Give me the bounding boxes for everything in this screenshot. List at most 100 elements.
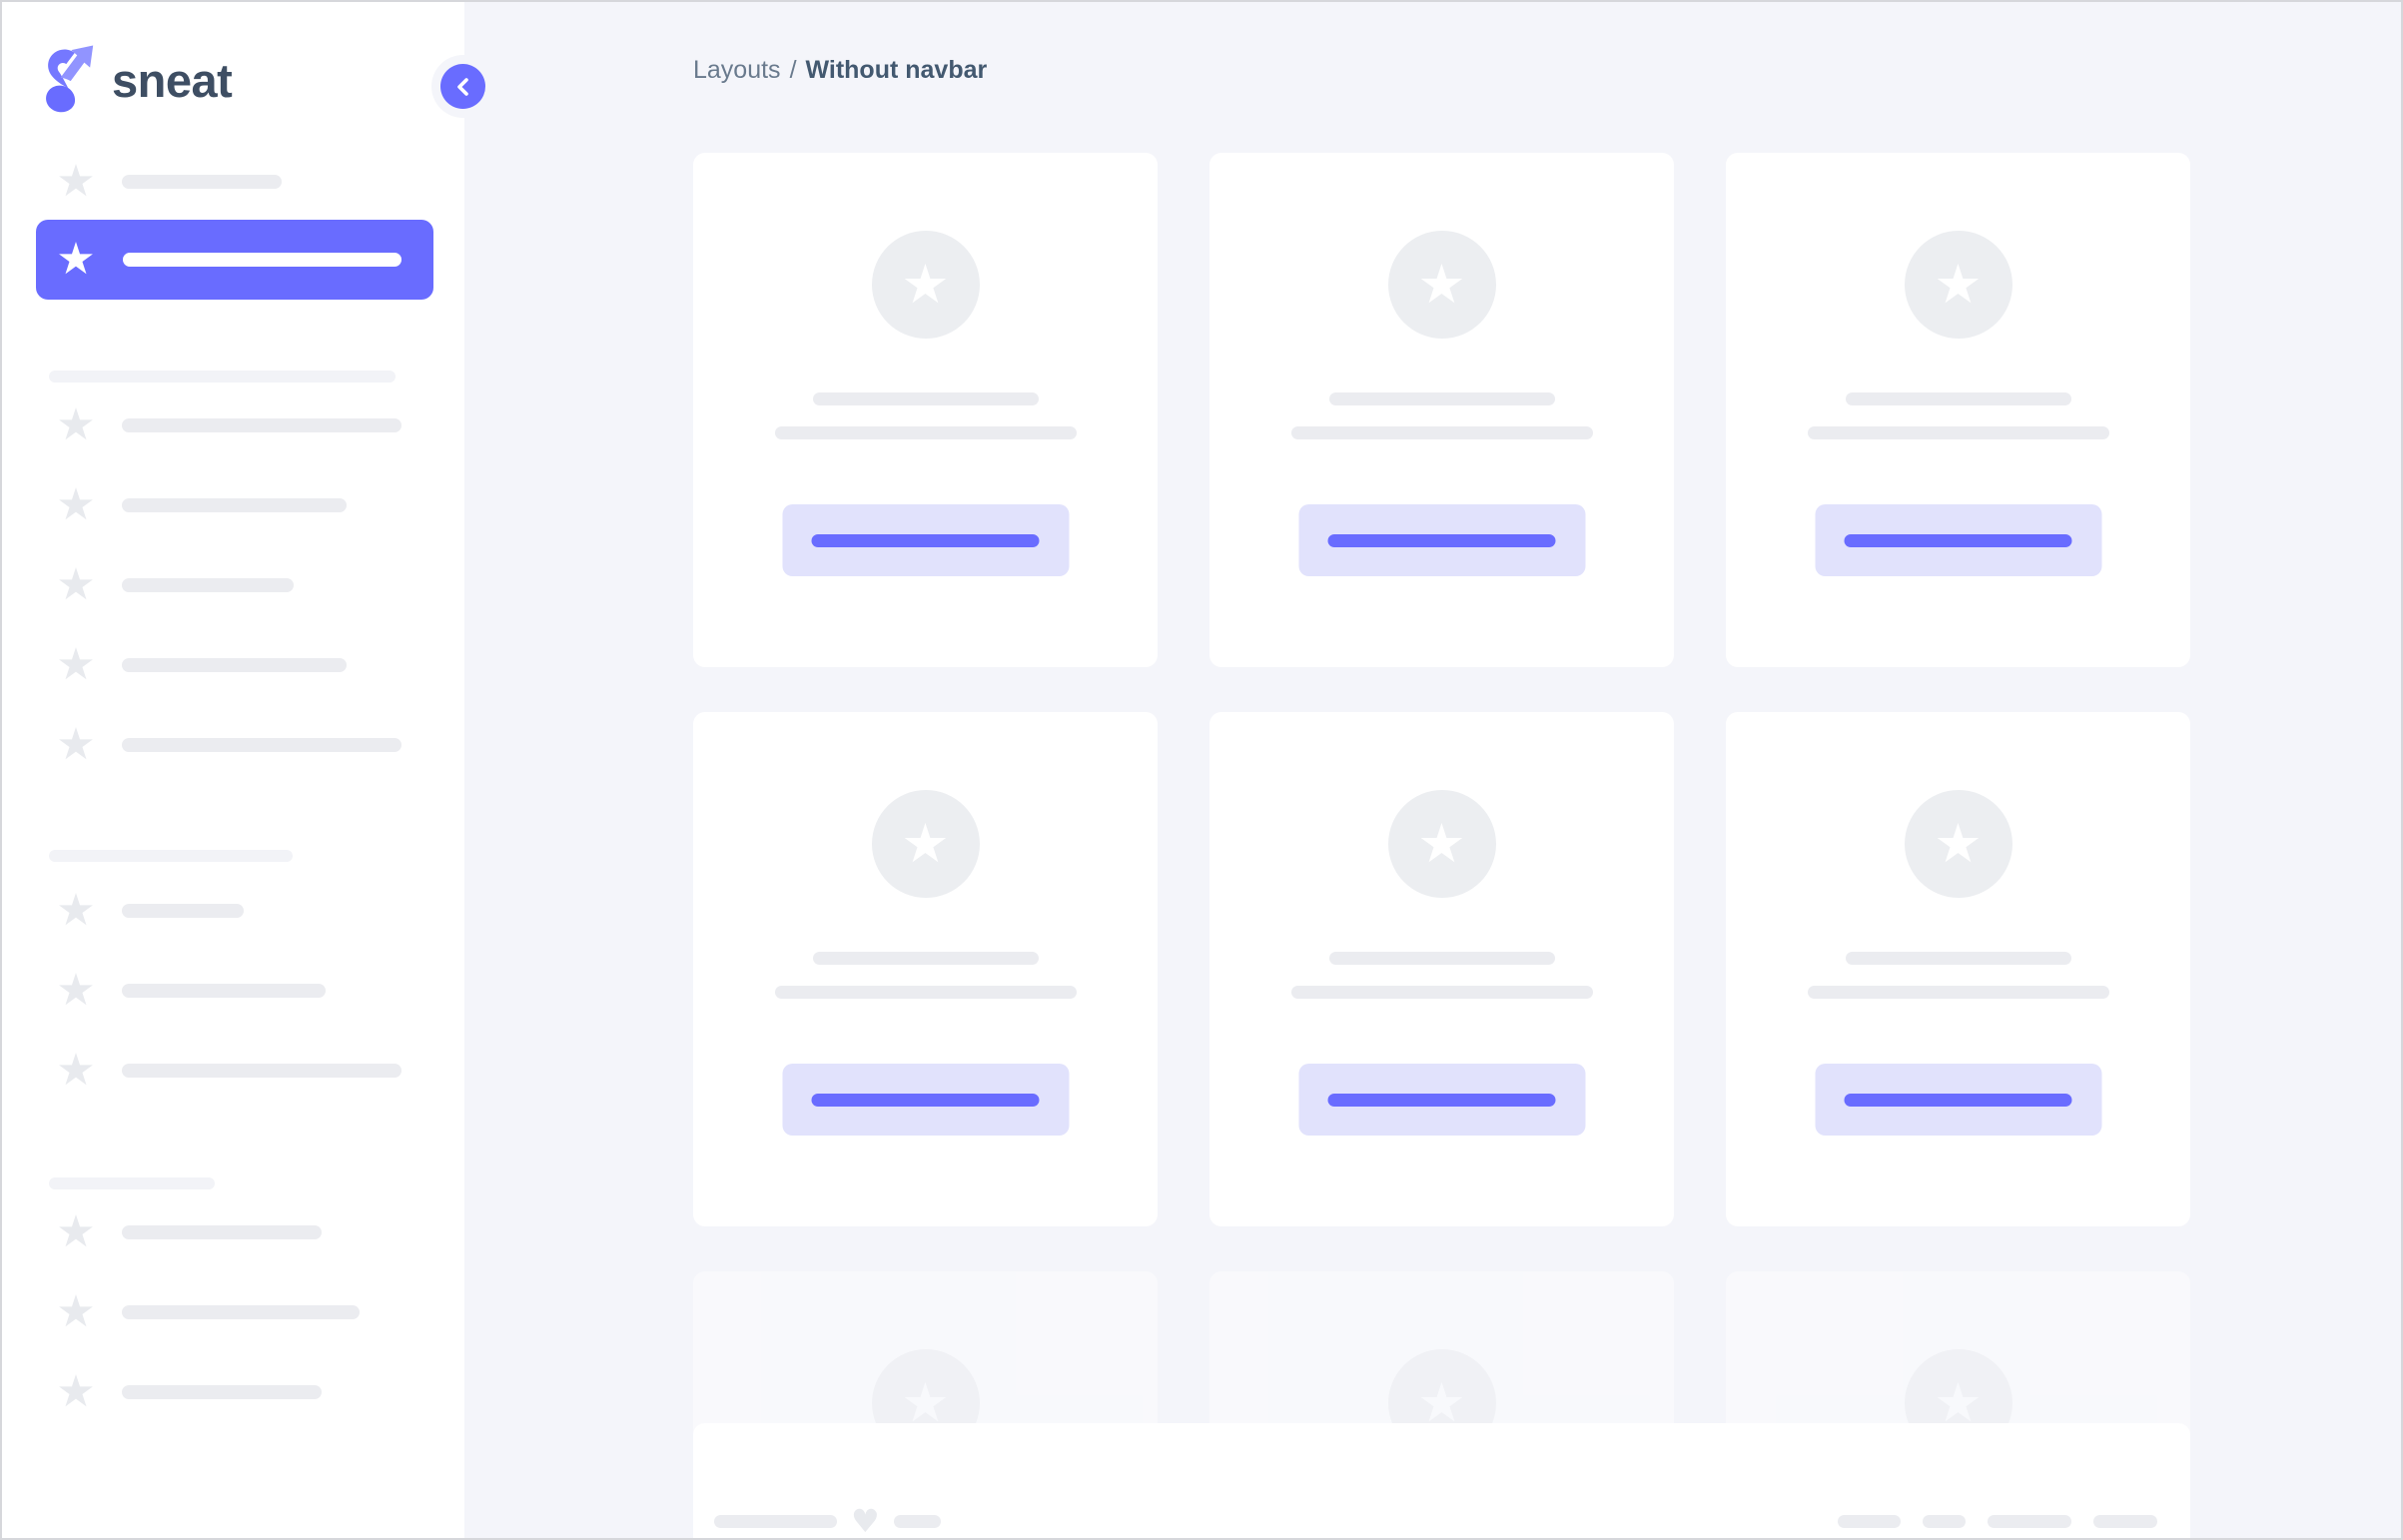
star-icon: ★ <box>56 1286 96 1337</box>
star-icon: ★ <box>56 399 96 450</box>
button-label-placeholder <box>1327 1093 1556 1107</box>
star-icon: ★ <box>56 559 96 610</box>
sidebar-item[interactable]: ★ <box>0 1031 464 1111</box>
star-icon: ★ <box>56 479 96 530</box>
menu-section-divider <box>49 371 396 383</box>
star-icon: ★ <box>1934 253 1983 316</box>
sidebar-item[interactable]: ★ <box>0 705 464 785</box>
menu-section-divider <box>49 850 293 862</box>
placeholder-card: ★ <box>1209 153 1674 667</box>
card-button-placeholder[interactable] <box>1815 1064 2101 1136</box>
card-button-placeholder[interactable] <box>782 504 1069 576</box>
card-text-placeholder <box>774 426 1077 439</box>
menu-label-placeholder <box>122 984 326 998</box>
card-button-placeholder[interactable] <box>782 1064 1069 1136</box>
sidebar-item[interactable]: ★ <box>0 465 464 545</box>
card-text-placeholder <box>774 986 1077 999</box>
sidebar-item[interactable]: ★ <box>0 1192 464 1272</box>
menu-label-placeholder <box>122 1305 360 1319</box>
star-icon: ★ <box>56 639 96 690</box>
placeholder-card: ★ <box>693 153 1158 667</box>
star-icon: ★ <box>56 234 96 285</box>
chevron-left-icon <box>450 74 476 100</box>
star-icon: ★ <box>1417 812 1466 875</box>
star-icon: ★ <box>56 885 96 936</box>
placeholder-card: ★ <box>1726 712 2190 1226</box>
footer-link-placeholder[interactable] <box>1838 1514 1901 1528</box>
footer-link-placeholder[interactable] <box>1988 1514 2071 1528</box>
sneat-logo-icon <box>40 44 98 117</box>
placeholder-card: ★ <box>1726 153 2190 667</box>
card-avatar: ★ <box>1904 231 2012 339</box>
menu-label-placeholder <box>122 418 401 432</box>
card-button-placeholder[interactable] <box>1815 504 2101 576</box>
star-icon: ★ <box>56 1366 96 1417</box>
breadcrumb: Layouts / Without navbar <box>693 56 987 85</box>
menu-label-placeholder <box>122 578 294 592</box>
placeholder-card: ★ <box>693 712 1158 1226</box>
star-icon: ★ <box>56 1206 96 1257</box>
card-avatar: ★ <box>1904 790 2012 898</box>
card-text-placeholder <box>1328 952 1555 965</box>
sidebar-item[interactable]: ★ <box>0 1272 464 1352</box>
heart-icon: ♥ <box>851 1502 880 1540</box>
card-avatar: ★ <box>871 231 980 339</box>
card-button-placeholder[interactable] <box>1298 1064 1585 1136</box>
breadcrumb-separator: / <box>789 56 797 84</box>
menu-section-divider <box>49 1177 215 1189</box>
brand-name: sneat <box>112 54 233 107</box>
card-text-placeholder <box>1807 986 2109 999</box>
sidebar-item[interactable]: ★ <box>0 625 464 705</box>
menu-label-placeholder <box>123 253 401 267</box>
sidebar-item[interactable]: ★ <box>0 871 464 951</box>
menu-label-placeholder <box>122 904 244 918</box>
sidebar-item[interactable]: ★ <box>0 385 464 465</box>
card-text-placeholder <box>1807 426 2109 439</box>
placeholder-card: ★ <box>1209 712 1674 1226</box>
sidebar-collapse-button[interactable] <box>440 64 485 109</box>
star-icon: ★ <box>56 965 96 1016</box>
button-label-placeholder <box>811 533 1040 547</box>
footer-link-placeholder[interactable] <box>1923 1514 1966 1528</box>
brand[interactable]: sneat <box>40 44 233 117</box>
card-text-placeholder <box>812 392 1039 405</box>
page-footer: ♥ <box>693 1423 2190 1540</box>
card-text-placeholder <box>1290 986 1593 999</box>
card-avatar: ★ <box>1387 790 1496 898</box>
sidebar-item[interactable]: ★ <box>0 1352 464 1432</box>
button-label-placeholder <box>1844 1093 2072 1107</box>
card-text-placeholder <box>1328 392 1555 405</box>
menu-label-placeholder <box>122 498 347 512</box>
star-icon: ★ <box>901 812 950 875</box>
card-text-placeholder <box>1845 392 2071 405</box>
sidebar-item[interactable]: ★ <box>0 545 464 625</box>
star-icon: ★ <box>901 1371 950 1434</box>
footer-text-placeholder <box>714 1514 837 1528</box>
star-icon: ★ <box>56 156 96 207</box>
menu-label-placeholder <box>122 1225 322 1239</box>
button-label-placeholder <box>811 1093 1040 1107</box>
star-icon: ★ <box>56 1045 96 1096</box>
star-icon: ★ <box>1934 812 1983 875</box>
star-icon: ★ <box>1417 253 1466 316</box>
sidebar: sneat ★ ★ ★ ★ ★ ★ ★ ★ ★ ★ ★ ★ ★ <box>0 0 464 1540</box>
card-text-placeholder <box>1845 952 2071 965</box>
menu-label-placeholder <box>122 658 347 672</box>
breadcrumb-parent-link[interactable]: Layouts <box>693 56 781 84</box>
sidebar-item-active[interactable]: ★ <box>0 220 464 300</box>
menu-label-placeholder <box>122 175 282 189</box>
footer-text-placeholder <box>893 1514 941 1528</box>
card-button-placeholder[interactable] <box>1298 504 1585 576</box>
menu-toggle-ring <box>431 55 494 118</box>
star-icon: ★ <box>1934 1371 1983 1434</box>
card-text-placeholder <box>1290 426 1593 439</box>
star-icon: ★ <box>56 719 96 770</box>
breadcrumb-current: Without navbar <box>805 56 988 84</box>
footer-link-placeholder[interactable] <box>2093 1514 2157 1528</box>
card-avatar: ★ <box>871 790 980 898</box>
menu-label-placeholder <box>122 738 401 752</box>
sidebar-item[interactable]: ★ <box>0 142 464 222</box>
sidebar-item[interactable]: ★ <box>0 951 464 1031</box>
star-icon: ★ <box>1417 1371 1466 1434</box>
